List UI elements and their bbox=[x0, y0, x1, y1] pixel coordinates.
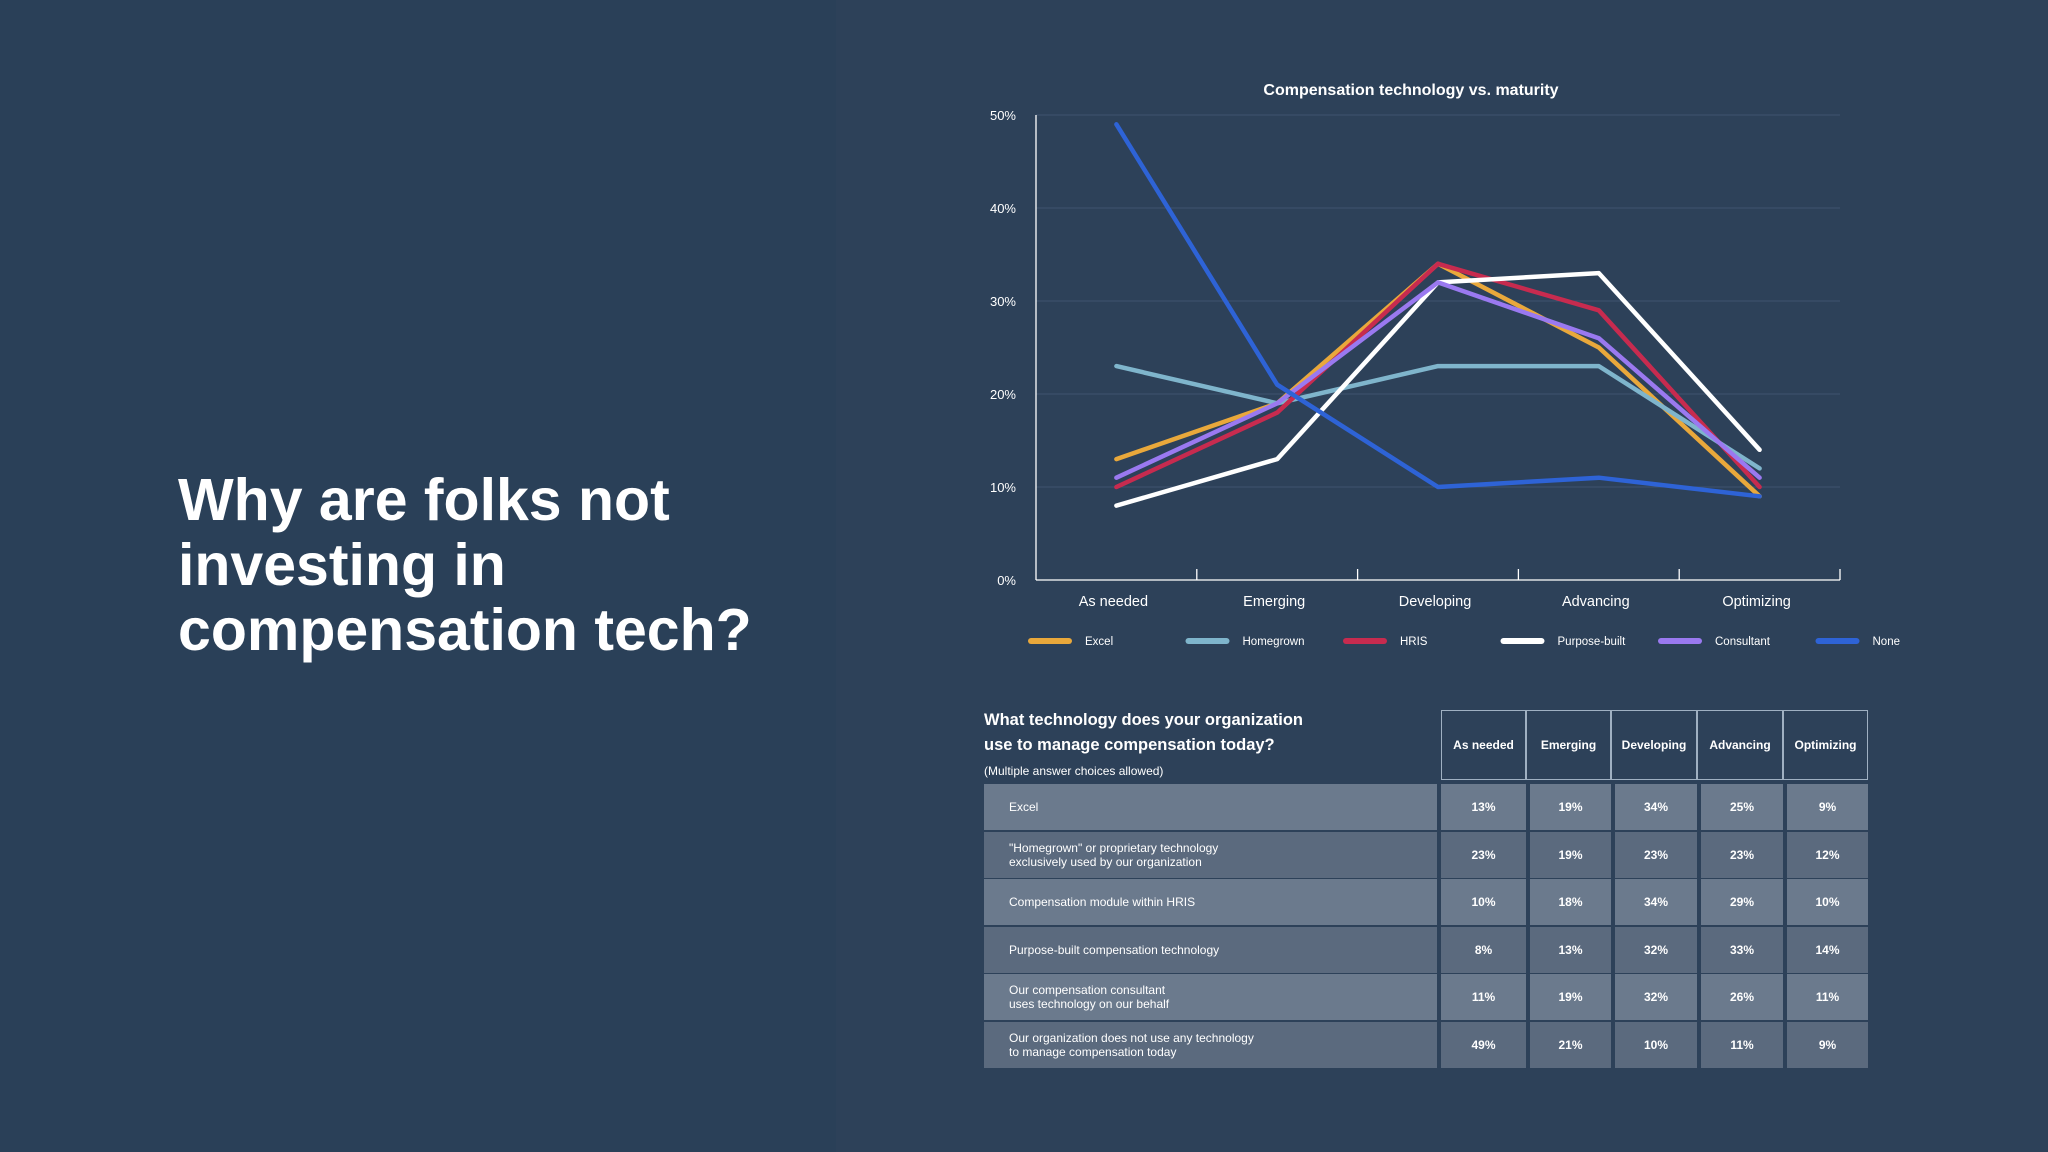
line-chart: Compensation technology vs. maturity 0% 1… bbox=[990, 82, 1901, 648]
row-label: Purpose-built compensation technology bbox=[984, 926, 1437, 973]
legend-label: HRIS bbox=[1400, 636, 1428, 648]
value-cell: 19% bbox=[1526, 974, 1611, 1020]
table-row: Purpose-built compensation technology 8% 1… bbox=[984, 926, 1868, 973]
value-cell: 23% bbox=[1697, 831, 1783, 878]
row-label-line: Compensation module within HRIS bbox=[1009, 895, 1196, 909]
x-tick-label: Developing bbox=[1399, 594, 1472, 610]
table-row: Our compensation consultant uses technolo… bbox=[984, 974, 1868, 1020]
value-cell: 13% bbox=[1441, 784, 1526, 830]
legend-label: Homegrown bbox=[1243, 636, 1305, 648]
value-cell: 19% bbox=[1526, 784, 1611, 830]
y-tick-label: 40% bbox=[990, 201, 1016, 216]
value-cell: 11% bbox=[1697, 1021, 1783, 1068]
value-cell: 23% bbox=[1611, 831, 1697, 878]
value-cell: 11% bbox=[1441, 974, 1526, 1020]
table-body: Excel 13% 19% 34% 25% 9% "Homegrown" or propri… bbox=[984, 780, 1868, 1068]
row-label: Our organization does not use any techno… bbox=[984, 1021, 1437, 1068]
table-row: Excel 13% 19% 34% 25% 9% bbox=[984, 784, 1868, 830]
value-cell: 32% bbox=[1611, 926, 1697, 973]
value-cell: 23% bbox=[1441, 831, 1526, 878]
row-label-line: uses technology on our behalf bbox=[1009, 997, 1170, 1011]
slide-headline: Why are folks not investing in compensat… bbox=[178, 468, 818, 663]
value-cell: 49% bbox=[1441, 1021, 1526, 1068]
row-label-line: exclusively used by our organization bbox=[1009, 854, 1202, 869]
table-question-line-1: What technology does your organization bbox=[984, 711, 1304, 729]
value-cell: 34% bbox=[1611, 879, 1697, 925]
x-tick-label: Advancing bbox=[1562, 594, 1630, 610]
y-tick-label: 20% bbox=[990, 387, 1016, 402]
gridlines bbox=[1036, 114, 1840, 488]
legend-label: Excel bbox=[1085, 636, 1113, 648]
value-cell: 21% bbox=[1526, 1021, 1611, 1068]
legend-label: Consultant bbox=[1715, 636, 1771, 648]
x-tick-label: Emerging bbox=[1243, 594, 1305, 610]
value-cell: 12% bbox=[1783, 831, 1868, 878]
value-cell: 10% bbox=[1441, 879, 1526, 925]
value-cell: 19% bbox=[1526, 831, 1611, 878]
value-cell: 11% bbox=[1783, 974, 1868, 1020]
legend-label: Purpose-built bbox=[1558, 636, 1627, 648]
value-cell: 14% bbox=[1783, 926, 1868, 973]
value-cell: 9% bbox=[1783, 1021, 1868, 1068]
legend-label: None bbox=[1873, 636, 1901, 648]
header-spacer: What technology does your organization u… bbox=[984, 710, 1437, 780]
headline-line-1: Why are folks not bbox=[178, 467, 670, 533]
value-cell: 29% bbox=[1697, 879, 1783, 925]
row-label: Compensation module within HRIS bbox=[984, 879, 1437, 925]
series-line-homegrown bbox=[1114, 363, 1762, 471]
value-cell: 34% bbox=[1611, 784, 1697, 830]
y-tick-label: 30% bbox=[990, 294, 1016, 309]
data-table: What technology does your organization u… bbox=[984, 710, 1868, 1068]
y-tick-label: 0% bbox=[997, 573, 1016, 588]
headline-line-2: investing in bbox=[178, 532, 506, 598]
row-label-line: Our compensation consultant bbox=[1009, 983, 1166, 997]
row-label-line: Excel bbox=[1009, 800, 1039, 814]
axes: 0% 10% 20% 30% 40% 50% As needed Emerging Develo… bbox=[990, 108, 1841, 610]
row-label: Our compensation consultant uses technolo… bbox=[984, 974, 1437, 1020]
table-header-cell: Emerging bbox=[1526, 710, 1611, 780]
table-row: Compensation module within HRIS 10% 18% 34%… bbox=[984, 879, 1868, 925]
value-cell: 9% bbox=[1783, 784, 1868, 830]
row-label: "Homegrown" or proprietary technology exc… bbox=[984, 831, 1437, 878]
value-cell: 33% bbox=[1697, 926, 1783, 973]
table-row: Our organization does not use any techno… bbox=[984, 1021, 1868, 1068]
row-label-line: "Homegrown" or proprietary technology bbox=[1009, 840, 1219, 855]
table-header-cell: Advancing bbox=[1697, 710, 1783, 780]
series-line-hris bbox=[1114, 261, 1762, 490]
value-cell: 13% bbox=[1526, 926, 1611, 973]
table-row: "Homegrown" or proprietary technology exc… bbox=[984, 831, 1868, 878]
value-cell: 25% bbox=[1697, 784, 1783, 830]
value-cell: 8% bbox=[1441, 926, 1526, 973]
chart-title: Compensation technology vs. maturity bbox=[1263, 82, 1558, 99]
value-cell: 26% bbox=[1697, 974, 1783, 1020]
row-label-line: to manage compensation today bbox=[1009, 1044, 1177, 1059]
table-header-cell: As needed bbox=[1441, 710, 1526, 780]
series-line-consultant bbox=[1114, 280, 1762, 480]
y-tick-label: 50% bbox=[990, 108, 1016, 123]
series-lines bbox=[1114, 122, 1762, 508]
table-header-cell: Optimizing bbox=[1783, 710, 1868, 780]
headline-line-3: compensation tech? bbox=[178, 597, 752, 663]
value-cell: 10% bbox=[1611, 1021, 1697, 1068]
table-header-row: What technology does your organization u… bbox=[984, 710, 1868, 780]
row-label: Excel bbox=[984, 784, 1437, 830]
value-cell: 10% bbox=[1783, 879, 1868, 925]
value-cell: 32% bbox=[1611, 974, 1697, 1020]
table-note: (Multiple answer choices allowed) bbox=[984, 764, 1164, 778]
table-question-line-2: use to manage compensation today? bbox=[984, 736, 1275, 754]
series-line-none bbox=[1114, 122, 1762, 499]
x-tick-label: As needed bbox=[1079, 594, 1148, 610]
legend: Excel Homegrown HRIS Purpose-built Consultan… bbox=[1028, 636, 1901, 648]
row-label-line: Our organization does not use any techno… bbox=[1009, 1030, 1254, 1045]
row-label-line: Purpose-built compensation technology bbox=[1009, 942, 1220, 957]
value-cell: 18% bbox=[1526, 879, 1611, 925]
table-header-cell: Developing bbox=[1611, 710, 1697, 780]
x-tick-label: Optimizing bbox=[1722, 594, 1791, 610]
y-tick-label: 10% bbox=[990, 480, 1016, 495]
